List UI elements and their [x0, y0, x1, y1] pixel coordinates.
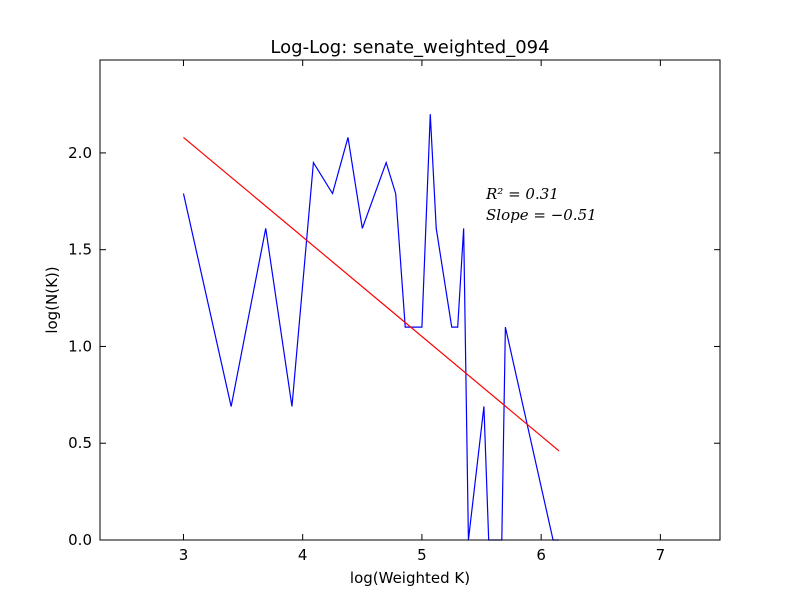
y-tick-label: 0.5: [68, 434, 92, 452]
y-tick-label: 1.5: [68, 241, 92, 259]
plot-frame: [99, 59, 721, 541]
r-squared-annotation: R² = 0.31: [485, 185, 559, 203]
fit-line: [183, 136, 560, 452]
x-tick-label: 3: [179, 546, 189, 564]
slope-annotation: Slope = −0.51: [486, 206, 597, 224]
y-tick-label: 0.0: [68, 531, 92, 549]
x-tick-label: 4: [298, 546, 308, 564]
y-tick-label: 1.0: [68, 337, 92, 355]
x-axis-label: log(Weighted K): [350, 569, 470, 587]
x-tick-label: 6: [536, 546, 546, 564]
y-tick-label: 2.0: [68, 144, 92, 162]
x-tick-label: 5: [417, 546, 427, 564]
x-tick-label: 7: [656, 546, 666, 564]
chart-title: Log-Log: senate_weighted_094: [270, 37, 549, 58]
y-axis-label: log(N(K)): [43, 266, 61, 333]
